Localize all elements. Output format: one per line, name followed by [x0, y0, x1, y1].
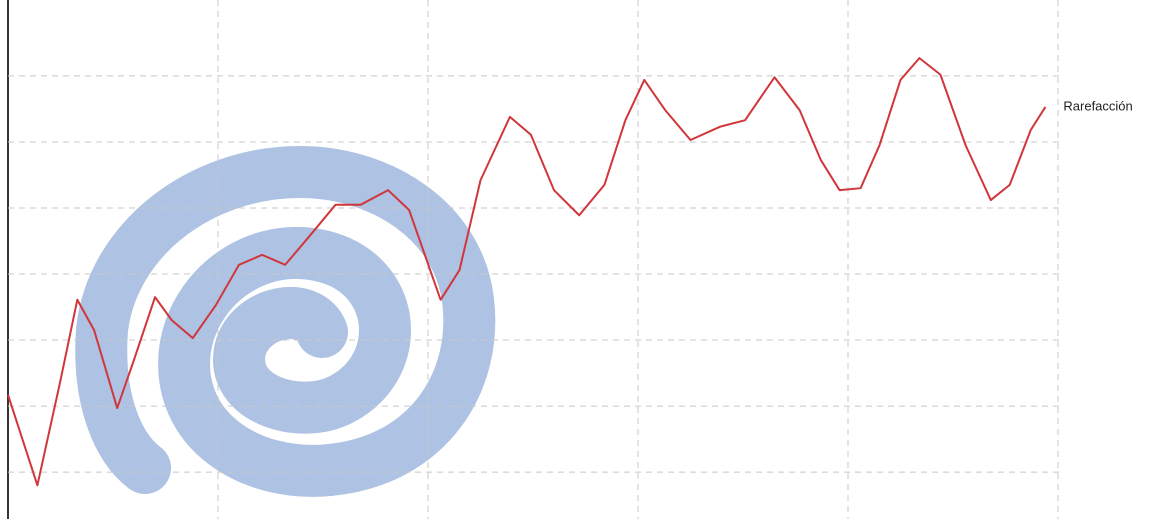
data-line	[7, 57, 1047, 487]
spiral-watermark	[75, 145, 496, 497]
series-label: Rarefacción	[1063, 98, 1132, 113]
